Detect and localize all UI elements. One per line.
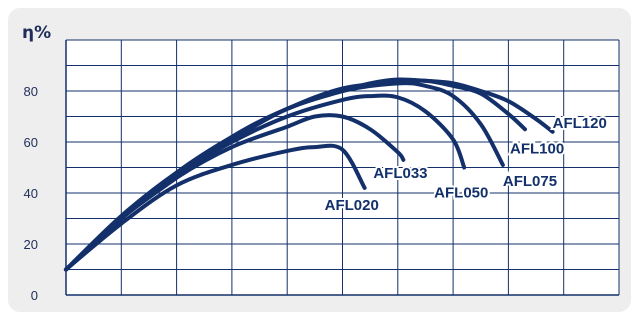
series-label-afl075: AFL075 bbox=[503, 173, 557, 190]
y-tick-label: 40 bbox=[24, 186, 38, 201]
series-line-afl020 bbox=[64, 143, 367, 272]
series-line-afl120 bbox=[64, 77, 555, 272]
y-tick-label: 0 bbox=[31, 288, 38, 303]
y-tick-label: 60 bbox=[24, 135, 38, 150]
series-label-afl120: AFL120 bbox=[553, 115, 607, 132]
series-lines bbox=[64, 77, 555, 272]
efficiency-chart: AFL020 AFL033 AFL050 AFL075 AFL100 AFL120 0 20… bbox=[22, 23, 620, 303]
y-tick-label: 80 bbox=[24, 84, 38, 99]
y-axis-label: η% bbox=[22, 23, 51, 43]
series-label-afl050: AFL050 bbox=[434, 185, 488, 202]
series-label-afl033: AFL033 bbox=[373, 165, 427, 182]
y-tick-labels: 0 20 40 60 80 bbox=[24, 84, 38, 303]
chart-panel: AFL020 AFL033 AFL050 AFL075 AFL100 AFL120 0 20… bbox=[8, 8, 631, 312]
series-label-afl100: AFL100 bbox=[510, 140, 564, 157]
grid bbox=[65, 39, 620, 296]
y-tick-label: 20 bbox=[24, 237, 38, 252]
series-labels: AFL020 AFL033 AFL050 AFL075 AFL100 AFL120 bbox=[323, 113, 609, 216]
series-label-afl020: AFL020 bbox=[325, 197, 379, 214]
